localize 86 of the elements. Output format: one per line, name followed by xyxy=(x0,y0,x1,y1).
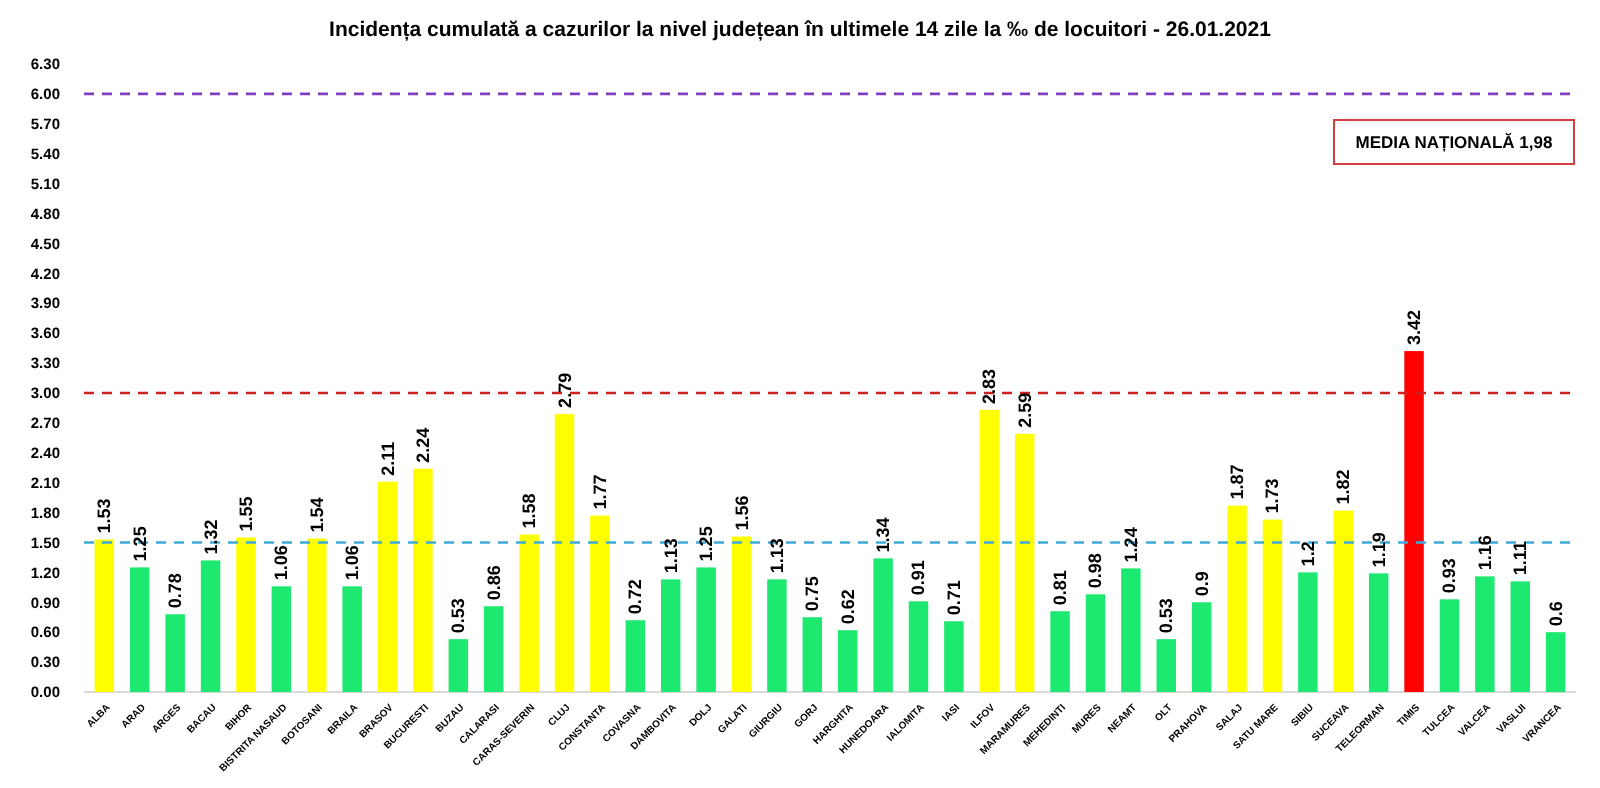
chart-title: Incidența cumulată a cazurilor la nivel județean în ultimele 14 zile la ‰ de locuitori - 26.01.2021 xyxy=(329,18,1272,42)
bar xyxy=(1368,573,1389,692)
data-label: 0.72 xyxy=(625,579,646,615)
data-label: 1.13 xyxy=(660,538,681,574)
bar xyxy=(1475,576,1495,692)
data-label: 0.71 xyxy=(943,580,964,616)
bar xyxy=(1085,594,1106,692)
annotation: MEDIA NAȚIONALĂ 1,98 xyxy=(1355,131,1553,152)
bar xyxy=(1227,505,1247,692)
data-label: 2.79 xyxy=(554,372,575,408)
data-label: 0.75 xyxy=(802,576,823,612)
bar xyxy=(1050,611,1070,692)
data-label: 1.55 xyxy=(235,496,256,532)
data-label: 2.24 xyxy=(412,427,433,463)
bar xyxy=(1262,519,1283,692)
data-label: 0.81 xyxy=(1050,570,1071,606)
data-label: 1.56 xyxy=(731,495,752,531)
data-label: 0.53 xyxy=(448,598,469,634)
bar xyxy=(590,515,610,692)
bar xyxy=(767,579,787,692)
data-label: 1.06 xyxy=(271,545,292,581)
bar xyxy=(696,567,716,692)
data-label: 2.59 xyxy=(1014,392,1035,428)
bar xyxy=(1121,568,1141,692)
bar xyxy=(1545,632,1566,692)
bar xyxy=(448,639,469,692)
bar xyxy=(802,617,823,692)
bar xyxy=(660,579,681,692)
bar xyxy=(1404,351,1424,692)
data-label: 3.42 xyxy=(1404,310,1425,346)
bar xyxy=(731,536,752,692)
data-label: 1.2 xyxy=(1297,541,1318,567)
data-label: 1.73 xyxy=(1262,478,1283,514)
data-label: 0.86 xyxy=(483,565,504,601)
data-label: 0.98 xyxy=(1085,553,1106,589)
bar xyxy=(625,620,646,692)
bar xyxy=(200,560,221,692)
bar xyxy=(1191,602,1212,692)
bar xyxy=(1439,599,1460,692)
data-label: 1.82 xyxy=(1333,469,1354,505)
data-label: 1.19 xyxy=(1368,532,1389,568)
bar xyxy=(1333,510,1353,692)
data-label: 1.25 xyxy=(696,526,717,562)
bar xyxy=(944,621,964,692)
data-label: 1.54 xyxy=(306,497,327,533)
bar xyxy=(519,534,539,692)
data-label: 1.34 xyxy=(873,517,894,553)
data-label: 2.83 xyxy=(979,368,1000,404)
bar xyxy=(1298,572,1318,692)
bar xyxy=(271,586,292,692)
data-label: 1.16 xyxy=(1474,535,1495,571)
bar xyxy=(908,601,929,692)
data-label: 1.25 xyxy=(129,526,150,562)
bar xyxy=(165,614,185,692)
bar xyxy=(236,537,256,692)
bar xyxy=(837,630,858,692)
data-label: 1.32 xyxy=(200,519,221,555)
bar xyxy=(873,558,893,692)
data-label: 1.11 xyxy=(1510,541,1531,576)
data-label: 1.77 xyxy=(589,474,610,510)
data-label: 1.58 xyxy=(519,493,540,529)
data-label: 0.53 xyxy=(1156,598,1177,634)
bar xyxy=(342,586,362,692)
data-label: 1.24 xyxy=(1120,527,1141,563)
bar xyxy=(979,409,1000,692)
data-label: 0.9 xyxy=(1191,571,1212,597)
data-label: 1.13 xyxy=(766,538,787,574)
data-label: 0.62 xyxy=(837,589,858,625)
bar xyxy=(1510,581,1530,692)
bar xyxy=(130,567,150,692)
bar xyxy=(1014,433,1035,692)
data-label: 0.93 xyxy=(1439,558,1460,594)
data-label: 0.91 xyxy=(908,560,929,596)
bar xyxy=(1156,639,1177,692)
bar xyxy=(307,538,327,692)
data-label: 0.78 xyxy=(165,573,186,609)
bar xyxy=(413,468,433,692)
data-label: 1.53 xyxy=(94,498,115,534)
bar xyxy=(483,606,504,692)
data-label: 1.87 xyxy=(1227,464,1248,500)
bar xyxy=(377,481,398,692)
data-label: 2.11 xyxy=(377,441,398,476)
data-label: 1.06 xyxy=(342,545,363,581)
bar xyxy=(94,539,115,692)
bar xyxy=(554,413,575,692)
data-label: 0.6 xyxy=(1545,601,1566,627)
